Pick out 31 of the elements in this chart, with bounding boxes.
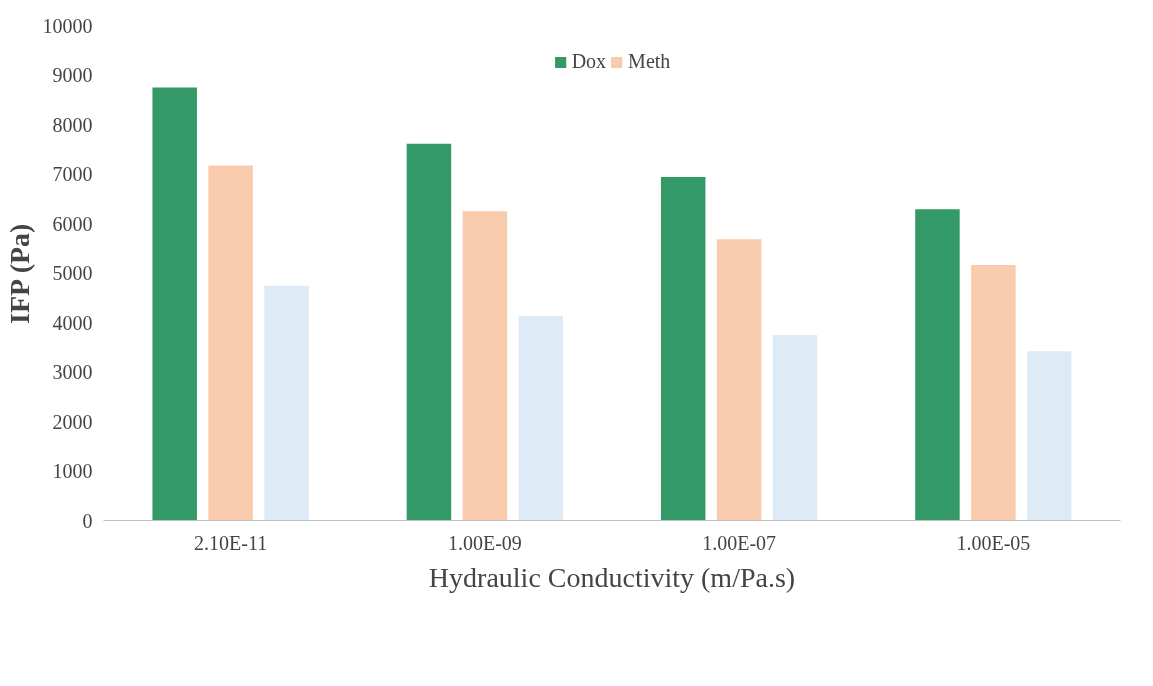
bar (660, 176, 706, 521)
bar (971, 265, 1016, 521)
legend-label: Meth (628, 50, 671, 73)
bar (772, 334, 818, 521)
bar (915, 209, 960, 521)
bar (264, 285, 309, 521)
bar (152, 87, 197, 521)
bar (1027, 351, 1072, 521)
bar (406, 143, 452, 521)
x-tick-label: 1.00E-07 (702, 531, 777, 554)
y-tick-label: 2000 (52, 410, 93, 433)
bar (462, 211, 508, 521)
x-tick-label: 1.00E-09 (447, 531, 522, 554)
y-tick-label: 5000 (52, 262, 93, 284)
y-tick-label: 1000 (52, 460, 93, 482)
y-tick-label: 4000 (52, 311, 93, 334)
x-axis-title: Hydraulic Conductivity (m/Pa.s) (428, 561, 796, 593)
y-tick-label: 0 (82, 509, 93, 532)
y-tick-label: 7000 (52, 163, 93, 185)
bar (716, 239, 762, 521)
x-tick-label: 2.10E-11 (194, 531, 268, 554)
y-tick-label: 9000 (52, 64, 93, 86)
x-tick-label: 1.00E-05 (956, 531, 1031, 554)
bar (208, 165, 253, 521)
y-axis-title: IFP (Pa) (3, 223, 35, 324)
bar (518, 316, 564, 521)
y-tick-label: 10000 (42, 14, 93, 37)
y-tick-label: 8000 (52, 113, 93, 136)
y-tick-label: 6000 (52, 212, 93, 235)
legend-label: Dox (571, 50, 607, 73)
y-tick-label: 3000 (52, 361, 93, 383)
